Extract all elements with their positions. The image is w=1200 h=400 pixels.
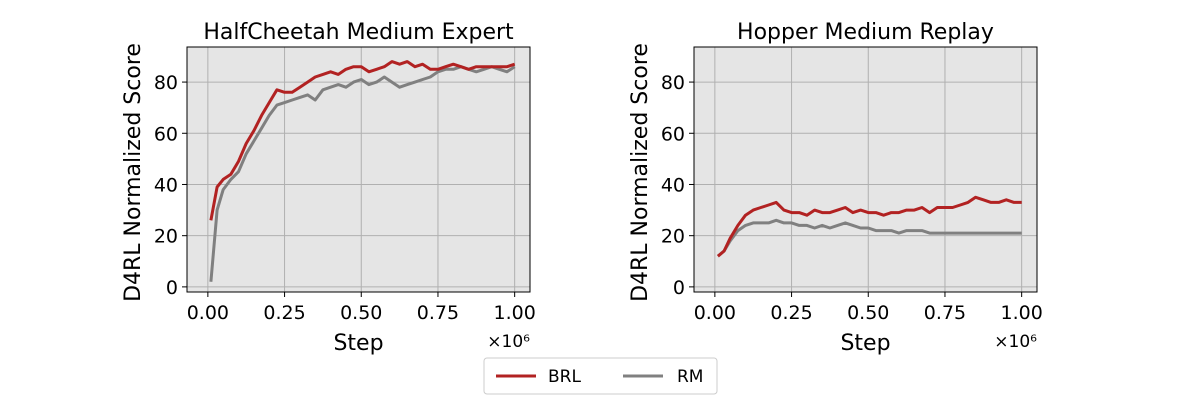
x-tick-label: 1.00 <box>1001 302 1043 324</box>
y-tick-label: 40 <box>661 174 685 196</box>
x-tick-label: 1.00 <box>494 302 536 324</box>
y-tick-label: 80 <box>661 72 685 94</box>
x-tick-label: 0.50 <box>847 302 889 324</box>
chart-title: Hopper Medium Replay <box>737 20 994 45</box>
line <box>209 60 516 221</box>
x-axis-label: Step <box>840 331 890 356</box>
y-axis-label: D4RL Normalized Score <box>121 43 146 302</box>
legend-label: RM <box>677 367 703 387</box>
legend-label: BRL <box>548 367 581 387</box>
x-tick-label: 0.00 <box>694 302 736 324</box>
y-tick-label: 40 <box>154 174 178 196</box>
plot-frame <box>186 46 531 293</box>
y-tick-label: 80 <box>154 72 178 94</box>
line <box>716 195 1022 258</box>
y-tick-label: 0 <box>673 277 685 299</box>
x-offset-label: ×10⁶ <box>994 332 1037 352</box>
y-tick-label: 20 <box>154 226 178 248</box>
plot-frame <box>693 46 1038 293</box>
x-axis-label: Step <box>333 331 383 356</box>
x-tick-label: 0.00 <box>187 302 229 324</box>
x-tick-label: 0.75 <box>924 302 966 324</box>
x-tick-label: 0.50 <box>340 302 382 324</box>
y-tick-label: 60 <box>154 123 178 145</box>
plot-area <box>694 47 1037 292</box>
y-tick-label: 60 <box>661 123 685 145</box>
x-tick-label: 0.25 <box>263 302 305 324</box>
x-tick-label: 0.25 <box>770 302 812 324</box>
x-offset-label: ×10⁶ <box>487 332 530 352</box>
chart-title: HalfCheetah Medium Expert <box>203 20 514 45</box>
y-tick-label: 20 <box>661 226 685 248</box>
x-tick-label: 0.75 <box>417 302 459 324</box>
plot-area <box>187 47 530 292</box>
line <box>716 218 1022 258</box>
y-tick-label: 0 <box>166 277 178 299</box>
y-axis-label: D4RL Normalized Score <box>628 43 653 302</box>
legend-box <box>483 357 718 395</box>
